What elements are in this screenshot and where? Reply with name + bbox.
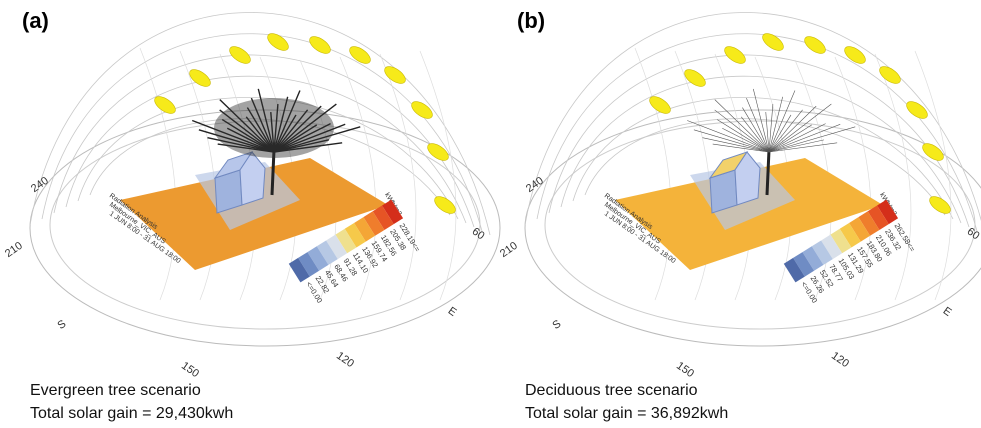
compass-label: 60 [965, 225, 981, 242]
sun-position [382, 63, 409, 87]
sun-position [877, 63, 904, 87]
compass-label: 120 [334, 350, 356, 370]
sun-position [265, 30, 292, 54]
solar-gain: Total solar gain = 36,892kwh [525, 405, 728, 422]
compass-label: 210 [498, 240, 520, 260]
panel-label: (b) [517, 8, 545, 33]
tree-trunk [767, 150, 769, 195]
sun-position [802, 33, 829, 57]
meridian [915, 51, 951, 300]
tree-canopy [214, 98, 334, 158]
meridian [420, 51, 456, 300]
tree-branch [717, 120, 769, 152]
tree-branch [703, 138, 769, 152]
compass-label: 60 [470, 225, 487, 242]
meridian [140, 48, 176, 300]
compass-label: S [550, 318, 563, 332]
sun-position [760, 30, 787, 54]
panel-label: (a) [22, 8, 49, 33]
compass-label: 150 [179, 360, 201, 380]
compass-label: 210 [3, 240, 25, 260]
compass-label: 150 [674, 360, 696, 380]
sun-position [187, 66, 214, 90]
sun-position [307, 33, 334, 57]
sun-position [682, 66, 709, 90]
figure: Radiation AnalysisMelbourne_VIC_AUS1 JUN… [0, 0, 981, 428]
solar-gain: Total solar gain = 29,430kwh [30, 405, 233, 422]
sun-position [904, 98, 931, 122]
tree-branch [769, 125, 812, 152]
caption: Deciduous tree scenario [525, 382, 698, 399]
sun-position [409, 98, 436, 122]
compass-label: 240 [524, 175, 546, 195]
compass-label: S [55, 318, 68, 332]
compass-label: E [941, 305, 954, 319]
meridian [635, 48, 671, 300]
compass-label: 240 [29, 175, 51, 195]
compass-label: 120 [829, 350, 851, 370]
compass-label: E [446, 305, 459, 319]
caption: Evergreen tree scenario [30, 382, 201, 399]
